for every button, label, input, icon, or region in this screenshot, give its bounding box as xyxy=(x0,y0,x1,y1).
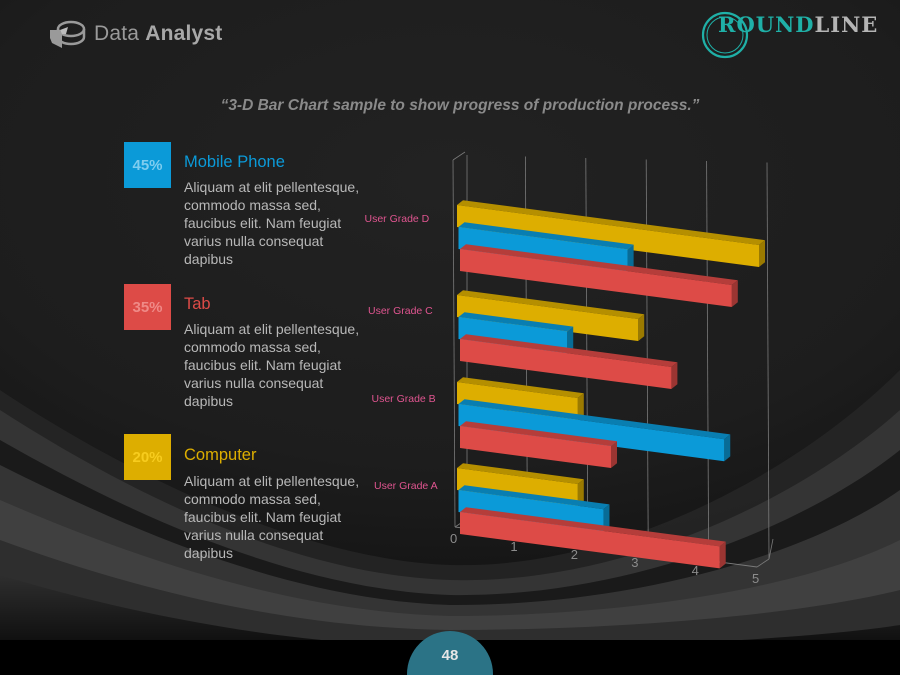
x-tick-label: 2 xyxy=(570,547,579,562)
category-label: User Grade D xyxy=(364,213,430,225)
percent-badge: 45% xyxy=(124,142,171,188)
x-tick-label: 3 xyxy=(631,555,639,570)
bar-tab-user-grade-d xyxy=(460,244,738,307)
chart-canvas xyxy=(452,151,774,569)
x-tick-label: 1 xyxy=(510,539,518,554)
bar-mobile-phone-user-grade-b xyxy=(458,399,731,462)
logo-text: ROUNDLINE xyxy=(718,12,878,37)
category-label: User Grade A xyxy=(374,480,438,492)
gridline xyxy=(585,157,589,536)
legend-item-description: Aliquam at elit pellentesque, commodo ma… xyxy=(184,179,360,267)
right-wall-line xyxy=(768,538,774,560)
bar-tab-user-grade-a xyxy=(460,507,726,569)
gridline xyxy=(645,159,649,544)
left-wall-top xyxy=(452,151,466,161)
bar-tab-user-grade-b xyxy=(460,421,617,468)
legend-item-title: Tab xyxy=(184,295,211,313)
legend-item-description: Aliquam at elit pellentesque, commodo ma… xyxy=(184,321,360,409)
page-number: 48 xyxy=(407,631,493,675)
brand-title: Data Analyst xyxy=(94,22,222,46)
logo-o-glyph: O xyxy=(736,12,756,37)
percent-badge: 35% xyxy=(124,284,171,330)
x-tick-label: 0 xyxy=(450,531,458,546)
logo-letters-line: LINE xyxy=(814,12,879,37)
brand-title-bold: Analyst xyxy=(145,22,223,45)
gridline xyxy=(766,162,770,560)
category-label: User Grade B xyxy=(371,393,436,405)
x-tick-label: 5 xyxy=(752,571,760,586)
percent-badge: 20% xyxy=(124,434,171,480)
logo-letters-und: UND xyxy=(755,12,815,37)
category-label: User Grade C xyxy=(368,305,433,317)
left-wall-line xyxy=(452,159,456,528)
logo-letter-r: R xyxy=(718,12,737,37)
legend-item-description: Aliquam at elit pellentesque, commodo ma… xyxy=(184,473,360,561)
ring-logo-icon xyxy=(701,11,749,59)
legend-item-title: Computer xyxy=(184,446,257,464)
legend-item-title: Mobile Phone xyxy=(184,153,285,171)
bar-chart-3d: 0 1 2 3 4 5 User Grade A User Grade B User Grade… xyxy=(360,150,790,590)
gridline xyxy=(706,160,710,552)
brand: Data Analyst xyxy=(48,18,222,50)
bar-computer-user-grade-c xyxy=(457,290,645,341)
roundline-logo: ROUNDLINE xyxy=(700,10,877,59)
floor-gridline xyxy=(756,558,770,568)
x-tick-label: 4 xyxy=(691,563,699,578)
chart-subtitle: “3-D Bar Chart sample to show progress o… xyxy=(220,97,700,114)
brand-title-light: Data xyxy=(94,22,140,45)
bar-computer-user-grade-d xyxy=(457,200,765,267)
bar-tab-user-grade-c xyxy=(460,334,678,389)
pie-chart-3d-icon xyxy=(50,20,86,48)
